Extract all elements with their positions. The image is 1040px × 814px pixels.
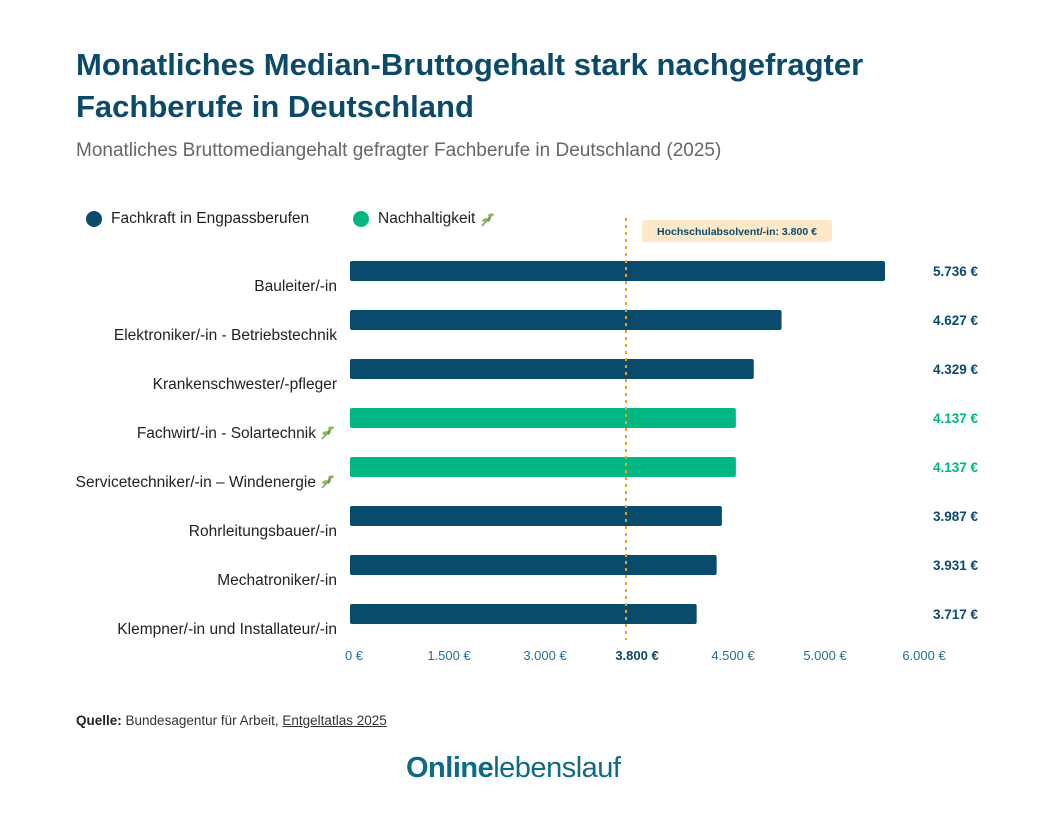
category-label: Krankenschwester/-pfleger (153, 376, 337, 393)
value-label: 3.987 € (933, 509, 979, 524)
x-tick-label: 3.800 € (615, 648, 658, 663)
reference-label: Hochschulabsolvent/-in: 3.800 € (657, 226, 817, 238)
bar (350, 457, 736, 477)
legend-label: Fachkraft in Engpassberufen (111, 210, 310, 227)
leaf-icon (481, 213, 495, 227)
bar-chart: Bauleiter/-in 5.736 € Elektroniker/-in - B… (76, 218, 979, 663)
source-label: Quelle: (76, 713, 122, 728)
legend-item-nachhaltigkeit: Nachhaltigkeit (353, 210, 497, 228)
leaf-icon (321, 475, 334, 489)
category-label: Rohrleitungsbauer/-in (189, 523, 337, 540)
source-link[interactable]: Entgeltatlas 2025 (282, 713, 387, 728)
logo: Online lebenslauf (406, 752, 621, 785)
value-label: 3.931 € (933, 558, 979, 573)
x-tick-label: 6.000 € (902, 648, 946, 663)
legend-label: Nachhaltigkeit (378, 210, 476, 227)
bar (350, 261, 885, 281)
category-label: Bauleiter/-in (254, 278, 337, 295)
value-label: 4.329 € (933, 362, 979, 377)
x-tick-label: 0 € (345, 648, 364, 663)
category-label: Elektroniker/-in - Betriebstechnik (114, 327, 337, 344)
value-label: 3.717 € (933, 607, 979, 622)
bar (350, 506, 722, 526)
category-label: Fachwirt/-in - Solartechnik (137, 425, 316, 442)
chart-subtitle: Monatliches Bruttomediangehalt gefragter… (76, 140, 722, 161)
category-label: Klempner/-in und Installateur/-in (117, 621, 337, 638)
value-label: 4.137 € (933, 460, 979, 475)
value-label: 5.736 € (933, 264, 979, 279)
legend-item-engpass: Fachkraft in Engpassberufen (86, 210, 309, 228)
x-tick-label: 3.000 € (523, 648, 567, 663)
bar (350, 310, 782, 330)
leaf-icon (321, 426, 334, 440)
logo-light: lebenslauf (493, 752, 621, 784)
category-label: Mechatroniker/-in (217, 572, 337, 589)
source-note: Quelle: Bundesagentur für Arbeit, Entgel… (76, 713, 387, 728)
x-tick-label: 4.500 € (711, 648, 755, 663)
legend-swatch (86, 211, 102, 227)
legend-swatch (353, 211, 369, 227)
value-label: 4.627 € (933, 313, 979, 328)
x-tick-label: 5.000 € (803, 648, 847, 663)
reference-label-box (642, 220, 832, 242)
bar (350, 604, 697, 624)
category-label: Servicetechniker/-in – Windenergie (76, 474, 316, 491)
chart-title: Monatliches Median-Bruttogehalt stark na… (76, 47, 864, 124)
source-text: Bundesagentur für Arbeit, (125, 713, 279, 728)
value-label: 4.137 € (933, 411, 979, 426)
bar (350, 359, 754, 379)
bar (350, 555, 717, 575)
x-tick-label: 1.500 € (427, 648, 471, 663)
bar (350, 408, 736, 428)
logo-bold: Online (406, 752, 494, 784)
